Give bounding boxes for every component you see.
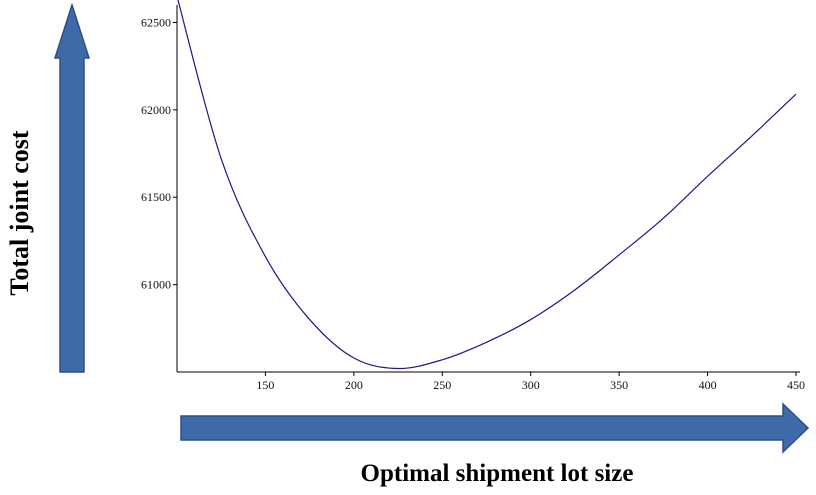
x-axis-arrow-icon [180,402,810,454]
x-tick-label: 200 [345,378,363,392]
x-tick-label: 250 [433,378,451,392]
x-axis-title: Optimal shipment lot size [361,460,634,487]
x-tick-label: 300 [522,378,540,392]
y-tick-label: 61000 [141,278,171,292]
y-ticks: 61000 61500 62000 62500 [141,15,177,292]
x-tick-label: 400 [699,378,717,392]
y-tick-label: 62000 [141,103,171,117]
x-ticks: 150 200 250 300 350 400 450 [256,372,805,392]
series-line [177,0,797,370]
y-tick-label: 62500 [141,15,171,29]
x-tick-label: 450 [787,378,805,392]
x-tick-label: 350 [610,378,628,392]
y-tick-label: 61500 [141,190,171,204]
y-axis-title: Total joint cost [5,130,34,295]
y-axis-arrow-icon [53,2,91,373]
series [177,0,797,370]
x-tick-label: 150 [256,378,274,392]
